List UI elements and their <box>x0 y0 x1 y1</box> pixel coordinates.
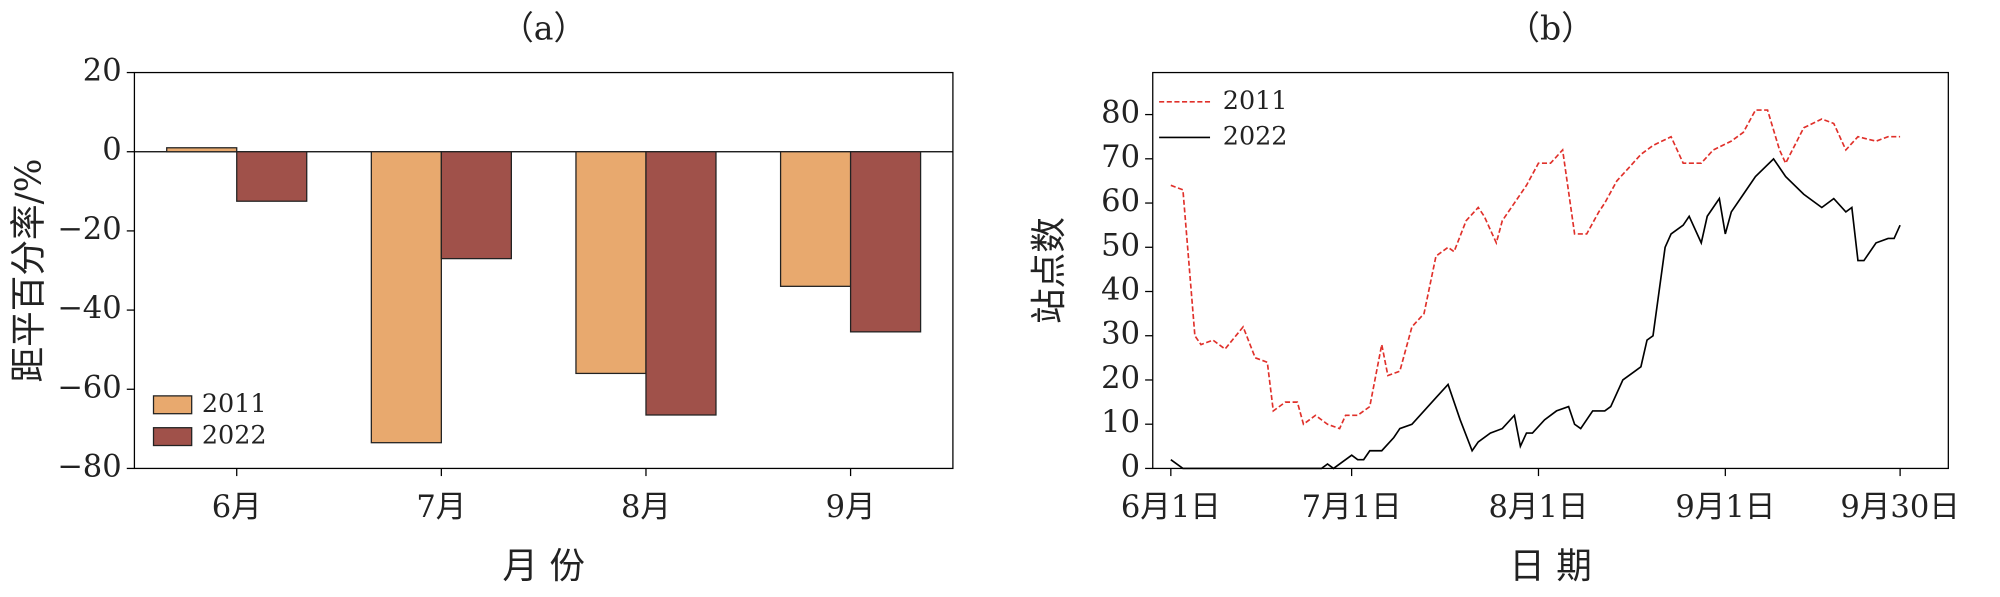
y-tick-label: 20 <box>83 54 122 89</box>
y-axis-label: 站点数 <box>1029 217 1070 324</box>
y-tick-label: 30 <box>1101 317 1140 352</box>
x-tick-label: 8月 <box>621 490 671 525</box>
plot-frame <box>1152 71 1949 470</box>
y-tick-label: −60 <box>57 370 121 405</box>
legend-label: 2022 <box>202 421 267 451</box>
bar <box>575 151 647 375</box>
y-tick-label: 10 <box>1101 405 1140 440</box>
y-tick-label: 40 <box>1101 273 1140 308</box>
y-tick-label: 0 <box>1121 449 1140 484</box>
bar <box>166 147 238 153</box>
y-tick-label: 50 <box>1101 228 1140 263</box>
bar <box>645 151 717 416</box>
chart-title: （b） <box>1507 9 1594 48</box>
legend-label: 2022 <box>1223 121 1288 151</box>
y-tick-label: −80 <box>57 449 121 484</box>
x-tick-label: 9月 <box>826 490 876 525</box>
legend-swatch <box>152 427 193 447</box>
x-tick-label: 8月1日 <box>1488 490 1588 525</box>
bar <box>849 151 922 333</box>
data-line <box>1170 157 1901 470</box>
x-tick-label: 9月30日 <box>1840 490 1959 525</box>
chart-title: （a） <box>501 9 587 48</box>
legend-label: 2011 <box>1223 86 1288 116</box>
data-line <box>1170 109 1901 430</box>
x-axis-label: 日 期 <box>1509 546 1592 587</box>
y-tick-label: −40 <box>57 291 121 326</box>
plot-frame <box>133 71 954 470</box>
x-axis-label: 月 份 <box>502 546 585 587</box>
y-tick-label: 20 <box>1101 361 1140 396</box>
bar <box>236 151 308 202</box>
x-tick-label: 6月 <box>212 490 262 525</box>
bar <box>779 151 852 287</box>
x-tick-label: 9月1日 <box>1675 490 1775 525</box>
x-tick-label: 6月1日 <box>1121 490 1221 525</box>
x-tick-label: 7月 <box>416 490 466 525</box>
legend-swatch <box>152 395 193 415</box>
legend-label: 2011 <box>202 389 267 419</box>
y-tick-label: 70 <box>1101 140 1140 175</box>
y-tick-label: −20 <box>57 212 121 247</box>
y-tick-label: 60 <box>1101 184 1140 219</box>
bar <box>370 151 442 444</box>
y-tick-label: 0 <box>102 133 121 168</box>
x-tick-label: 7月1日 <box>1302 490 1402 525</box>
y-axis-label: 距平百分率/% <box>8 159 49 383</box>
y-tick-label: 80 <box>1101 96 1140 131</box>
bar <box>440 151 512 260</box>
